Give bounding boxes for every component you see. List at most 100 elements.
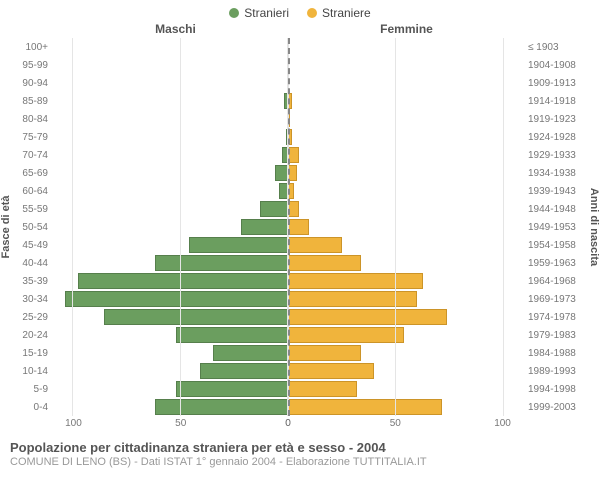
bar-row-male — [52, 182, 288, 200]
bar-row-male — [52, 254, 288, 272]
birth-tick: 1919-1923 — [524, 110, 588, 128]
age-tick: 25-29 — [12, 308, 52, 326]
x-axis-male: 050100 — [52, 416, 288, 434]
plot-area — [52, 38, 524, 416]
bar-male — [155, 399, 288, 415]
age-tick: 35-39 — [12, 272, 52, 290]
birth-year-ticks: ≤ 19031904-19081909-19131914-19181919-19… — [524, 38, 588, 416]
bar-row-female — [288, 218, 524, 236]
bar-row-female — [288, 254, 524, 272]
bar-row-male — [52, 272, 288, 290]
age-tick: 15-19 — [12, 344, 52, 362]
legend-item-male: Stranieri — [229, 6, 289, 20]
x-tick: 50 — [175, 418, 186, 429]
age-tick: 60-64 — [12, 182, 52, 200]
legend-label-male: Stranieri — [244, 6, 289, 20]
chart-footer: Popolazione per cittadinanza straniera p… — [0, 434, 600, 468]
bar-male — [241, 219, 288, 235]
bar-female — [288, 57, 289, 73]
bar-row-female — [288, 182, 524, 200]
bar-row-male — [52, 146, 288, 164]
age-ticks: 100+95-9990-9485-8980-8475-7970-7465-696… — [12, 38, 52, 416]
bar-row-male — [52, 38, 288, 56]
bar-male — [189, 237, 288, 253]
bar-male — [78, 273, 288, 289]
bar-row-female — [288, 398, 524, 416]
bar-female — [288, 381, 357, 397]
bar-row-male — [52, 200, 288, 218]
bar-male — [275, 165, 288, 181]
x-tick: 100 — [494, 418, 511, 429]
birth-tick: 1909-1913 — [524, 74, 588, 92]
x-tick: 50 — [390, 418, 401, 429]
bar-female — [288, 75, 289, 91]
legend-swatch-female — [307, 8, 317, 18]
age-tick: 85-89 — [12, 92, 52, 110]
bar-female — [288, 147, 299, 163]
x-axis-female: 050100 — [288, 416, 524, 434]
bar-row-male — [52, 344, 288, 362]
bar-row-male — [52, 326, 288, 344]
bar-row-female — [288, 200, 524, 218]
bar-male — [104, 309, 289, 325]
bar-row-male — [52, 74, 288, 92]
age-tick: 70-74 — [12, 146, 52, 164]
chart-container: Stranieri Straniere Maschi Femmine Fasce… — [0, 0, 600, 500]
header-male: Maschi — [60, 22, 291, 36]
bar-row-male — [52, 362, 288, 380]
bar-female — [288, 291, 417, 307]
bar-row-female — [288, 344, 524, 362]
bar-row-male — [52, 92, 288, 110]
bar-male — [176, 327, 288, 343]
x-tick: 100 — [65, 418, 82, 429]
y-axis-label-right: Anni di nascita — [588, 38, 600, 416]
bar-row-female — [288, 92, 524, 110]
bar-row-female — [288, 362, 524, 380]
birth-tick: 1974-1978 — [524, 308, 588, 326]
bar-female — [288, 237, 342, 253]
bar-female — [288, 183, 294, 199]
bar-female — [288, 39, 289, 55]
bar-male — [279, 183, 288, 199]
bar-row-male — [52, 236, 288, 254]
pyramid-chart: Fasce di età 100+95-9990-9485-8980-8475-… — [0, 38, 600, 416]
bar-row-female — [288, 326, 524, 344]
birth-tick: 1969-1973 — [524, 290, 588, 308]
bar-row-male — [52, 290, 288, 308]
age-tick: 95-99 — [12, 56, 52, 74]
bar-row-female — [288, 308, 524, 326]
birth-tick: ≤ 1903 — [524, 38, 588, 56]
bar-female — [288, 363, 374, 379]
bar-female — [288, 111, 290, 127]
birth-tick: 1954-1958 — [524, 236, 588, 254]
birth-tick: 1914-1918 — [524, 92, 588, 110]
bar-row-male — [52, 380, 288, 398]
age-tick: 10-14 — [12, 362, 52, 380]
bar-male — [213, 345, 288, 361]
age-tick: 90-94 — [12, 74, 52, 92]
bar-female — [288, 399, 442, 415]
age-tick: 45-49 — [12, 236, 52, 254]
bar-row-male — [52, 56, 288, 74]
age-tick: 40-44 — [12, 254, 52, 272]
birth-tick: 1924-1928 — [524, 128, 588, 146]
age-tick: 65-69 — [12, 164, 52, 182]
age-tick: 5-9 — [12, 380, 52, 398]
birth-tick: 1934-1938 — [524, 164, 588, 182]
age-tick: 80-84 — [12, 110, 52, 128]
bar-row-male — [52, 128, 288, 146]
age-tick: 30-34 — [12, 290, 52, 308]
birth-tick: 1949-1953 — [524, 218, 588, 236]
bar-row-female — [288, 74, 524, 92]
bar-row-female — [288, 272, 524, 290]
birth-tick: 1994-1998 — [524, 380, 588, 398]
legend: Stranieri Straniere — [0, 0, 600, 20]
bar-row-female — [288, 128, 524, 146]
birth-tick: 1944-1948 — [524, 200, 588, 218]
bar-female — [288, 327, 404, 343]
bar-row-female — [288, 110, 524, 128]
column-headers: Maschi Femmine — [0, 22, 600, 36]
age-tick: 50-54 — [12, 218, 52, 236]
bar-row-female — [288, 38, 524, 56]
bar-row-female — [288, 236, 524, 254]
